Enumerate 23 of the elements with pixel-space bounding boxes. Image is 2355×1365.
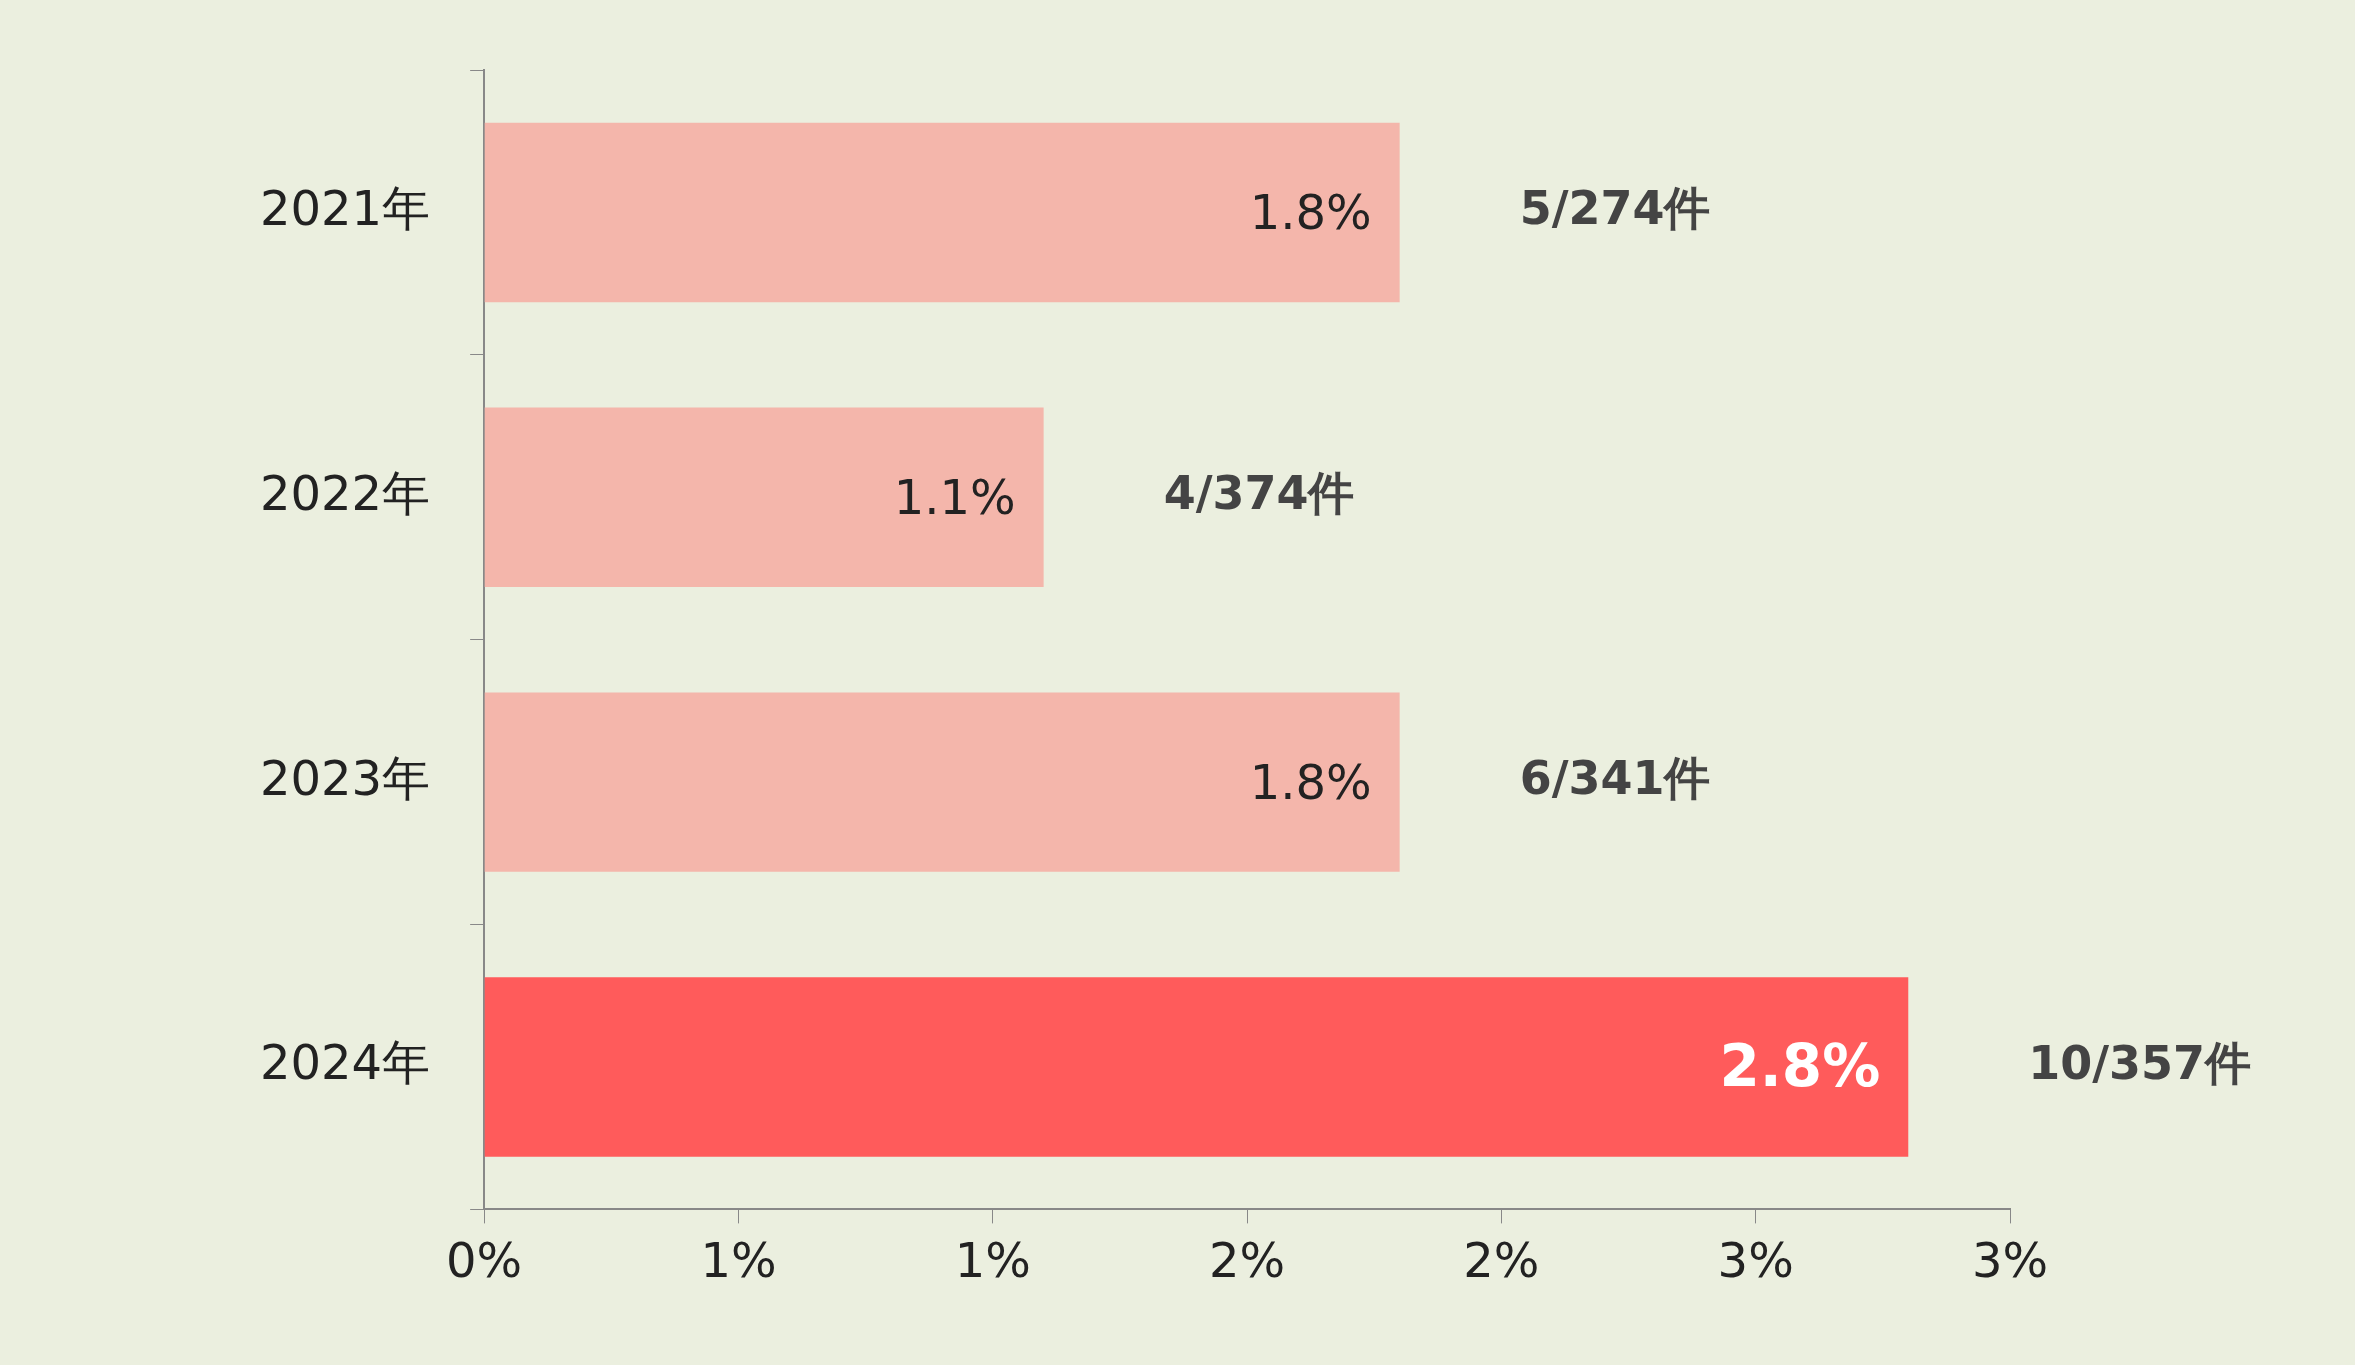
x-tick-label: 1% bbox=[954, 1231, 1031, 1288]
x-tick-label: 2% bbox=[1463, 1231, 1540, 1288]
data-label: 1.8% bbox=[1249, 753, 1372, 810]
x-tick-label: 0% bbox=[446, 1231, 523, 1288]
bar bbox=[484, 122, 1400, 303]
y-tick-label: 2021年 bbox=[260, 179, 431, 236]
x-tick-label: 3% bbox=[1717, 1231, 1794, 1288]
x-tick-label: 2% bbox=[1209, 1231, 1286, 1288]
y-tick-label: 2022年 bbox=[260, 464, 431, 521]
x-tick-label: 1% bbox=[700, 1231, 777, 1288]
y-tick-label: 2023年 bbox=[260, 749, 431, 806]
annotation: 6/341件 bbox=[1519, 751, 1711, 806]
x-tick-label: 3% bbox=[1971, 1231, 2049, 1288]
data-label: 1.1% bbox=[893, 468, 1016, 525]
bar bbox=[484, 407, 1044, 587]
y-tick-label: 2024年 bbox=[260, 1034, 431, 1091]
bar bbox=[484, 977, 1909, 1157]
annotation: 10/357件 bbox=[2028, 1035, 2252, 1090]
data-label: 2.8% bbox=[1719, 1032, 1881, 1101]
bar bbox=[484, 692, 1400, 872]
annotation: 4/374件 bbox=[1163, 466, 1355, 521]
annotation: 5/274件 bbox=[1519, 181, 1711, 236]
data-label: 1.8% bbox=[1249, 183, 1372, 240]
